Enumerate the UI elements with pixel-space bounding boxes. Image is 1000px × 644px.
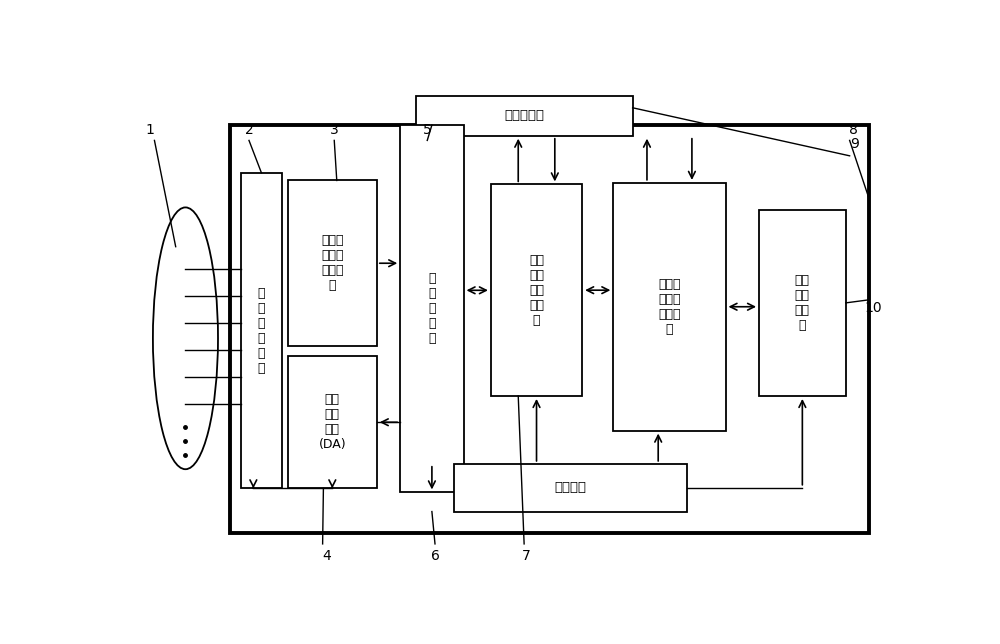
Text: 信息
计算
处理
子系
统: 信息 计算 处理 子系 统 bbox=[529, 254, 544, 327]
Text: 7: 7 bbox=[522, 549, 531, 564]
Bar bbox=[400, 125, 464, 492]
Bar bbox=[288, 180, 377, 346]
Text: 6: 6 bbox=[431, 549, 439, 564]
Text: 10: 10 bbox=[864, 301, 882, 314]
Text: 5: 5 bbox=[423, 124, 432, 137]
Text: 数据分
析及存
储子系
统: 数据分 析及存 储子系 统 bbox=[658, 278, 681, 336]
Bar bbox=[613, 183, 726, 431]
Bar bbox=[491, 184, 582, 396]
Text: 多路电
压电流
采集模
块: 多路电 压电流 采集模 块 bbox=[321, 234, 344, 292]
Bar bbox=[454, 464, 687, 511]
Text: 4: 4 bbox=[322, 549, 331, 564]
Ellipse shape bbox=[153, 207, 218, 469]
Bar bbox=[241, 173, 282, 488]
Text: 互联
通讯
子系
统: 互联 通讯 子系 统 bbox=[795, 274, 810, 332]
Text: 外接计算机: 外接计算机 bbox=[504, 109, 544, 122]
Text: 1: 1 bbox=[145, 124, 154, 137]
Text: 电源模块: 电源模块 bbox=[555, 481, 587, 494]
Text: 信号
输出
模块
(DA): 信号 输出 模块 (DA) bbox=[318, 393, 346, 451]
Bar bbox=[230, 125, 869, 533]
Text: 2: 2 bbox=[245, 124, 253, 137]
Text: 测
控
子
系
统: 测 控 子 系 统 bbox=[428, 272, 436, 345]
Bar bbox=[759, 210, 846, 396]
Text: 9: 9 bbox=[851, 137, 859, 151]
Text: 通
道
转
换
模
块: 通 道 转 换 模 块 bbox=[258, 287, 265, 375]
Bar bbox=[288, 356, 377, 488]
Bar bbox=[416, 96, 633, 136]
Text: 8: 8 bbox=[849, 124, 858, 137]
Text: 3: 3 bbox=[330, 124, 339, 137]
